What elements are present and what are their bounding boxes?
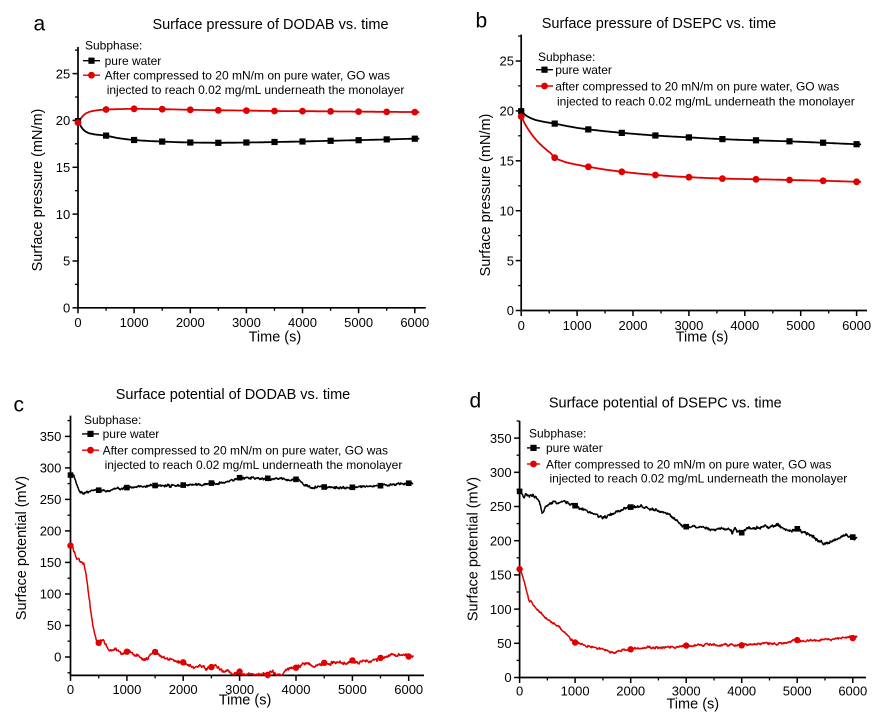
svg-text:10: 10	[56, 207, 70, 222]
svg-text:350: 350	[40, 429, 62, 444]
svg-text:pure water: pure water	[546, 441, 603, 455]
svg-text:0: 0	[74, 315, 81, 330]
svg-text:350: 350	[490, 431, 512, 446]
svg-text:3000: 3000	[674, 318, 703, 333]
svg-text:6000: 6000	[400, 315, 429, 330]
svg-text:a: a	[34, 12, 46, 35]
svg-text:50: 50	[497, 636, 511, 651]
svg-text:15: 15	[500, 154, 514, 169]
svg-text:2000: 2000	[176, 315, 205, 330]
svg-text:Subphase:: Subphase:	[85, 39, 142, 53]
svg-text:200: 200	[40, 524, 62, 539]
svg-text:After compressed to 20 mN/m on: After compressed to 20 mN/m on pure wate…	[103, 444, 388, 458]
svg-text:b: b	[476, 10, 488, 33]
svg-text:injected to reach 0.02 mg/mL u: injected to reach 0.02 mg/mL underneath …	[557, 95, 855, 109]
svg-text:20: 20	[500, 104, 514, 119]
svg-text:1000: 1000	[112, 682, 141, 697]
svg-text:After compressed to 20 mN/m on: After compressed to 20 mN/m on pure wate…	[546, 457, 831, 471]
svg-text:Surface pressure (mN/m): Surface pressure (mN/m)	[30, 109, 46, 272]
svg-text:after compressed to 20 mN/m on: after compressed to 20 mN/m on pure wate…	[555, 79, 839, 93]
svg-text:1000: 1000	[120, 315, 149, 330]
svg-text:300: 300	[490, 465, 512, 480]
svg-text:250: 250	[40, 492, 62, 507]
svg-text:25: 25	[56, 66, 70, 81]
svg-text:250: 250	[490, 499, 512, 514]
svg-text:injected to reach 0.02 mg/mL u: injected to reach 0.02 mg/mL underneath …	[550, 472, 848, 486]
svg-text:Time (s): Time (s)	[676, 330, 729, 346]
svg-text:6000: 6000	[842, 318, 871, 333]
svg-text:3000: 3000	[232, 315, 261, 330]
svg-text:c: c	[14, 393, 25, 416]
svg-text:0: 0	[518, 318, 525, 333]
svg-text:0: 0	[63, 301, 70, 316]
svg-text:Time (s): Time (s)	[666, 697, 719, 713]
svg-text:5000: 5000	[344, 315, 373, 330]
svg-text:Surface pressure (mN/m): Surface pressure (mN/m)	[478, 114, 494, 277]
svg-text:6000: 6000	[394, 682, 423, 697]
svg-text:100: 100	[490, 602, 512, 617]
svg-text:4000: 4000	[282, 682, 311, 697]
svg-text:10: 10	[500, 203, 514, 218]
svg-text:0: 0	[67, 682, 74, 697]
svg-text:Surface potential (mV): Surface potential (mV)	[14, 476, 30, 620]
svg-text:Time (s): Time (s)	[219, 693, 272, 709]
svg-text:Subphase:: Subphase:	[529, 427, 586, 441]
svg-text:0: 0	[516, 684, 523, 699]
svg-text:150: 150	[490, 568, 512, 583]
svg-text:pure water: pure water	[105, 54, 162, 68]
svg-text:4000: 4000	[727, 684, 756, 699]
svg-text:pure water: pure water	[103, 427, 160, 441]
svg-text:3000: 3000	[672, 684, 701, 699]
svg-text:5: 5	[63, 254, 70, 269]
svg-text:5: 5	[507, 253, 514, 268]
svg-text:3000: 3000	[225, 682, 254, 697]
svg-text:5000: 5000	[786, 318, 815, 333]
svg-text:1000: 1000	[563, 318, 592, 333]
svg-text:50: 50	[47, 618, 61, 633]
svg-text:Surface potential (mV): Surface potential (mV)	[466, 477, 482, 621]
svg-text:200: 200	[490, 533, 512, 548]
svg-text:20: 20	[56, 113, 70, 128]
svg-text:25: 25	[500, 54, 514, 69]
svg-text:Surface pressure of DSEPC vs.: Surface pressure of DSEPC vs. time	[542, 16, 777, 32]
svg-text:0: 0	[54, 650, 61, 665]
svg-text:Subphase:: Subphase:	[538, 50, 595, 64]
svg-text:Time (s): Time (s)	[249, 330, 302, 346]
svg-text:2000: 2000	[169, 682, 198, 697]
svg-text:0: 0	[507, 303, 514, 318]
svg-text:pure water: pure water	[555, 63, 612, 77]
svg-text:6000: 6000	[838, 684, 867, 699]
svg-text:0: 0	[504, 670, 511, 685]
svg-text:Surface potential of DODAB vs.: Surface potential of DODAB vs. time	[116, 387, 351, 403]
svg-text:4000: 4000	[730, 318, 759, 333]
svg-text:d: d	[470, 390, 482, 413]
svg-text:100: 100	[40, 587, 62, 602]
svg-text:5000: 5000	[783, 684, 812, 699]
svg-text:2000: 2000	[619, 318, 648, 333]
svg-text:300: 300	[40, 461, 62, 476]
svg-text:5000: 5000	[338, 682, 367, 697]
svg-text:4000: 4000	[288, 315, 317, 330]
svg-text:injected to reach 0.02 mg/mL u: injected to reach 0.02 mg/mL underneath …	[105, 458, 403, 472]
svg-text:injected to reach 0.02 mg/mL u: injected to reach 0.02 mg/mL underneath …	[107, 83, 405, 97]
svg-text:15: 15	[56, 160, 70, 175]
svg-text:Surface potential of DSEPC vs.: Surface potential of DSEPC vs. time	[549, 396, 782, 412]
svg-text:2000: 2000	[616, 684, 645, 699]
svg-text:After compressed to 20 mN/m on: After compressed to 20 mN/m on pure wate…	[105, 69, 390, 83]
svg-text:150: 150	[40, 555, 62, 570]
svg-text:1000: 1000	[561, 684, 590, 699]
svg-text:Surface pressure of DODAB vs.: Surface pressure of DODAB vs. time	[152, 17, 388, 33]
svg-text:Subphase:: Subphase:	[84, 413, 141, 427]
